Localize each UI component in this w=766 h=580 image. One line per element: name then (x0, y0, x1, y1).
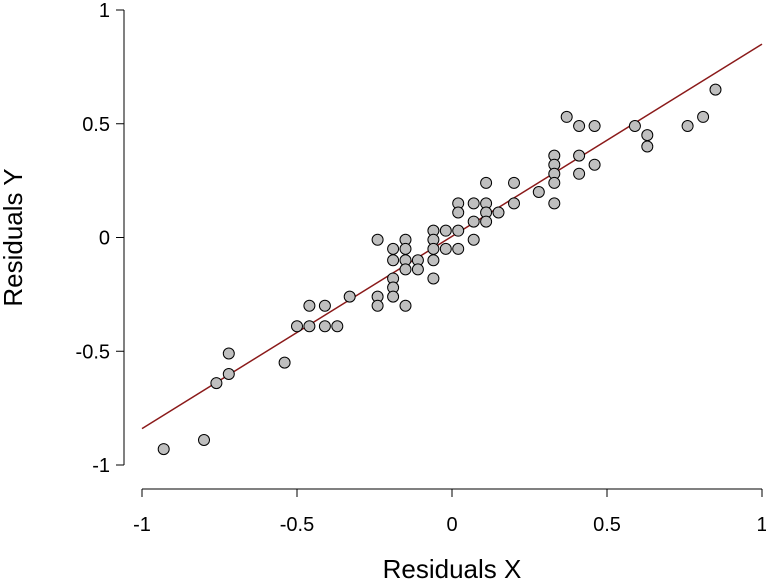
data-point (467, 233, 480, 246)
data-point (210, 377, 223, 390)
data-point (198, 433, 210, 446)
data-point (452, 206, 465, 219)
data-point (480, 215, 493, 228)
x-axis-title: Residuals X (383, 554, 522, 580)
x-tick-label: 0 (446, 514, 457, 536)
data-point (641, 140, 654, 153)
data-point (573, 167, 586, 180)
data-point (573, 120, 586, 133)
data-point (548, 176, 561, 189)
data-point (681, 120, 694, 133)
data-point (427, 254, 440, 267)
data-points (157, 83, 722, 456)
y-tick-label: 0 (99, 228, 110, 250)
y-tick-label: -1 (92, 455, 110, 477)
y-axis-title: Residuals Y (0, 168, 28, 306)
x-tick-label: -1 (133, 514, 151, 536)
data-point (371, 233, 384, 246)
y-tick-label: 0.5 (82, 114, 110, 136)
data-point (399, 299, 412, 312)
data-point (560, 110, 573, 123)
x-tick-label: 1 (756, 514, 766, 536)
data-point (331, 320, 344, 333)
data-point (222, 347, 235, 360)
data-point (303, 299, 316, 312)
data-point (548, 197, 561, 210)
data-point (573, 149, 586, 162)
data-point (291, 320, 303, 333)
data-point (411, 263, 424, 276)
data-point (588, 120, 601, 133)
data-point (427, 242, 440, 255)
regression-line (141, 43, 763, 430)
data-point (387, 242, 400, 255)
data-point (399, 242, 412, 255)
x-tick-label: 0.5 (593, 514, 621, 536)
data-point (709, 83, 722, 96)
data-point (508, 197, 520, 210)
y-tick-label: 1 (99, 0, 110, 22)
x-axis-ticks: -1 -0.5 0 0.5 1 (133, 489, 766, 536)
data-point (532, 186, 545, 198)
data-point (387, 254, 400, 267)
data-point (303, 320, 316, 333)
data-point (278, 356, 291, 369)
data-point (157, 443, 170, 456)
data-point (508, 176, 520, 189)
data-point (588, 158, 601, 171)
data-point (641, 129, 654, 142)
data-point (318, 299, 331, 312)
data-point (222, 368, 235, 380)
y-tick-label: -0.5 (76, 341, 110, 363)
data-point (480, 176, 493, 189)
data-point (628, 120, 641, 133)
data-point (452, 242, 465, 255)
data-point (439, 242, 452, 255)
x-tick-label: -0.5 (280, 514, 314, 536)
data-point (318, 320, 331, 333)
data-point (371, 299, 384, 312)
data-point (452, 224, 465, 237)
data-point (697, 110, 710, 123)
data-point (399, 263, 412, 276)
data-point (467, 197, 480, 210)
data-point (467, 215, 480, 228)
data-point (343, 290, 356, 303)
y-axis-ticks: -1 -0.5 0 0.5 1 (76, 0, 124, 477)
data-point (492, 206, 505, 219)
data-point (387, 290, 400, 303)
data-point (427, 272, 440, 285)
data-point (439, 224, 452, 237)
